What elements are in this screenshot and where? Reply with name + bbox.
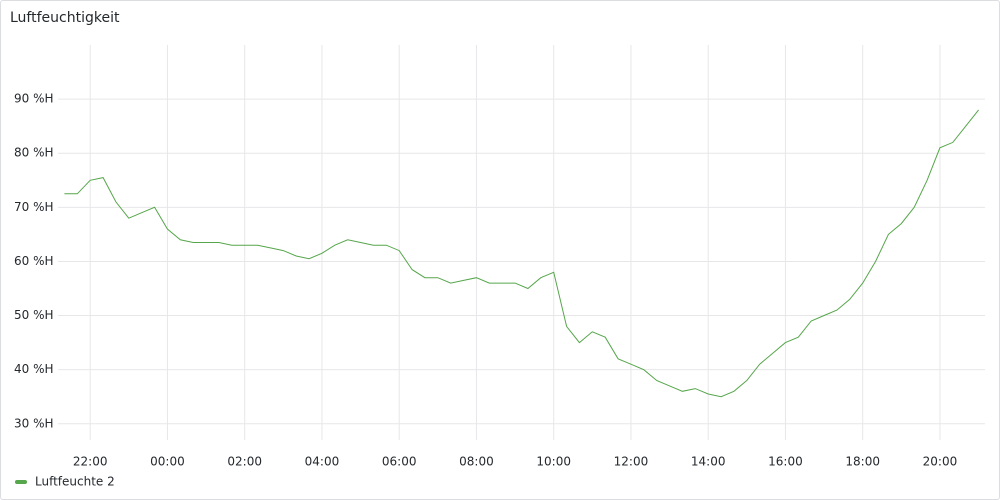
- legend-swatch: [15, 480, 27, 484]
- x-tick-label: 22:00: [73, 455, 108, 469]
- x-tick-label: 12:00: [614, 455, 649, 469]
- panel-title: Luftfeuchtigkeit: [10, 10, 120, 26]
- series-line: [64, 109, 979, 398]
- x-tick-label: 08:00: [459, 455, 494, 469]
- y-tick-label: 60 %H: [14, 254, 54, 268]
- x-tick-label: 06:00: [382, 455, 417, 469]
- x-tick-label: 16:00: [768, 455, 803, 469]
- x-tick-label: 20:00: [923, 455, 958, 469]
- x-tick-label: 04:00: [305, 455, 340, 469]
- x-tick-label: 10:00: [536, 455, 571, 469]
- x-tick-label: 14:00: [691, 455, 726, 469]
- y-tick-label: 90 %H: [14, 92, 54, 106]
- x-tick-label: 02:00: [227, 455, 262, 469]
- y-tick-label: 40 %H: [14, 362, 54, 376]
- y-tick-label: 70 %H: [14, 200, 54, 214]
- x-tick-label: 00:00: [150, 455, 185, 469]
- legend-label: Luftfeuchte 2: [35, 475, 115, 489]
- y-tick-label: 50 %H: [14, 308, 54, 322]
- y-tick-label: 30 %H: [14, 416, 54, 430]
- x-tick-label: 18:00: [845, 455, 880, 469]
- y-tick-label: 80 %H: [14, 146, 54, 160]
